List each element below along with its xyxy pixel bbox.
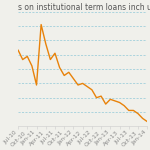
Text: s on institutional term loans inch up in: s on institutional term loans inch up in <box>18 3 150 12</box>
